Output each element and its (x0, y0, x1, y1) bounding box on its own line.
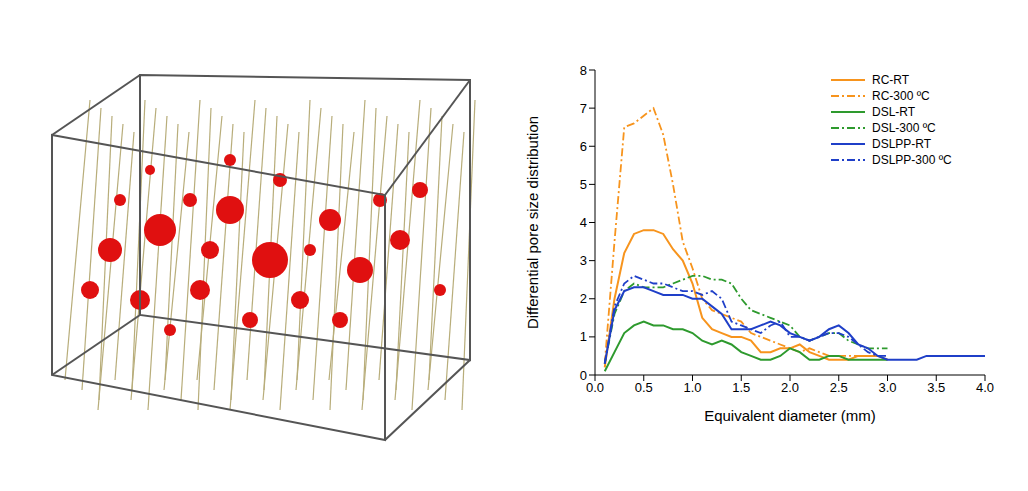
svg-text:4: 4 (580, 215, 587, 230)
svg-text:7: 7 (580, 101, 587, 116)
svg-text:8: 8 (580, 63, 587, 78)
svg-text:2.0: 2.0 (781, 380, 799, 395)
svg-text:4.0: 4.0 (976, 380, 994, 395)
html-text:DSL-RT: DSL-RT (872, 105, 916, 119)
svg-text:5: 5 (580, 177, 587, 192)
svg-text:0: 0 (580, 368, 587, 383)
html-text:DSL-300 ºC: DSL-300 ºC (872, 121, 936, 135)
svg-text:3.5: 3.5 (927, 380, 945, 395)
svg-text:2: 2 (580, 291, 587, 306)
svg-text:Differential pore size distrib: Differential pore size distribution (524, 116, 541, 329)
svg-text:1.0: 1.0 (683, 380, 701, 395)
html-text:RC-300 ºC: RC-300 ºC (872, 89, 930, 103)
html-text:RC-RT: RC-RT (872, 73, 910, 87)
svg-text:0.0: 0.0 (586, 380, 604, 395)
svg-text:3.0: 3.0 (878, 380, 896, 395)
svg-text:3: 3 (580, 253, 587, 268)
html-text:DSLPP-300 ºC: DSLPP-300 ºC (872, 153, 952, 167)
svg-text:0.5: 0.5 (635, 380, 653, 395)
svg-text:1: 1 (580, 329, 587, 344)
svg-text:Equivalent diameter (mm): Equivalent diameter (mm) (704, 407, 876, 424)
svg-text:1.5: 1.5 (732, 380, 750, 395)
svg-text:6: 6 (580, 139, 587, 154)
svg-text:2.5: 2.5 (830, 380, 848, 395)
html-text:DSLPP-RT: DSLPP-RT (872, 137, 932, 151)
